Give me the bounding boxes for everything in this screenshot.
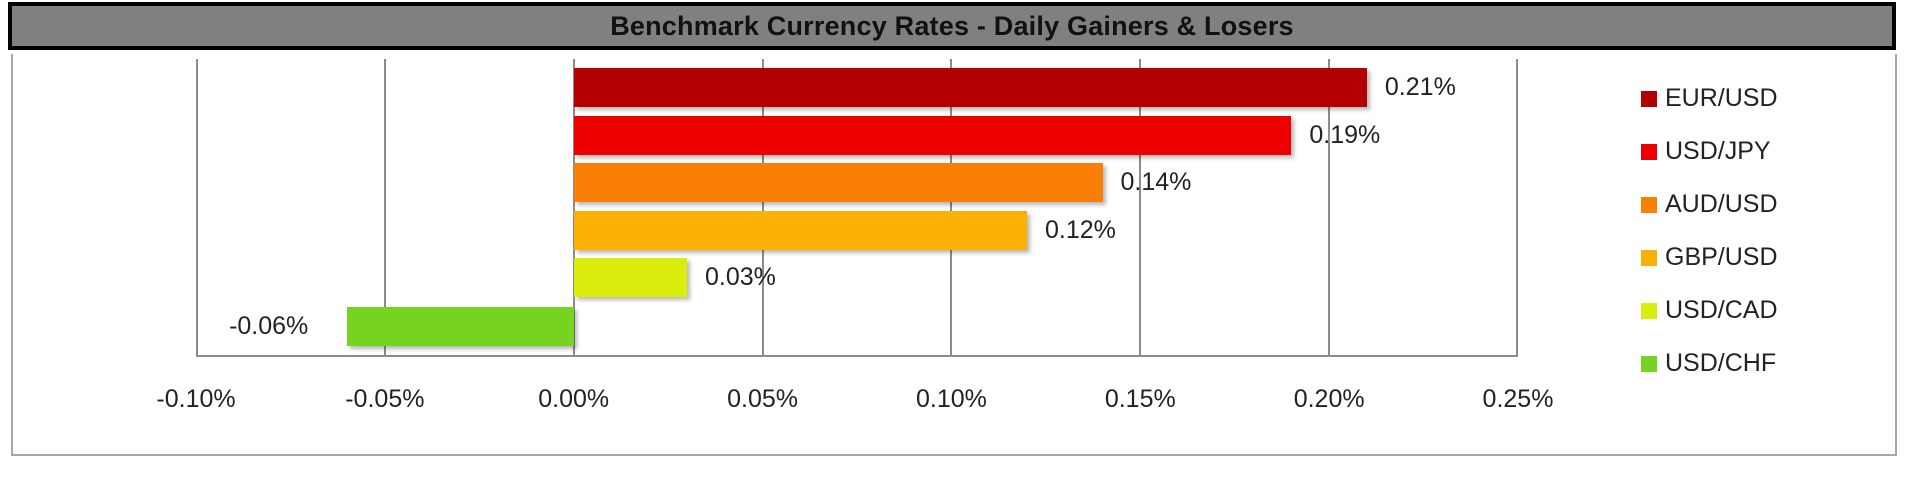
chart-title: Benchmark Currency Rates - Daily Gainers… — [610, 10, 1294, 41]
x-tick-label: 0.00% — [538, 385, 610, 413]
legend-item-aud-usd: AUD/USD — [1641, 178, 1778, 231]
x-tick-label: -0.10% — [156, 385, 236, 413]
bar-eur-usd — [573, 68, 1367, 107]
legend-item-usd-chf: USD/CHF — [1641, 337, 1778, 390]
legend-swatch — [1641, 302, 1657, 319]
bar-value-label: 0.03% — [705, 263, 776, 291]
legend-item-gbp-usd: GBP/USD — [1641, 231, 1778, 284]
x-tick-label: 0.10% — [915, 385, 987, 413]
legend-swatch — [1641, 355, 1657, 372]
legend-swatch — [1641, 90, 1657, 107]
x-tick-label: 0.15% — [1104, 385, 1176, 413]
gridline — [1328, 59, 1331, 357]
legend-swatch — [1641, 249, 1657, 266]
gridline — [950, 59, 953, 357]
x-tick-label: 0.05% — [727, 385, 799, 413]
legend-swatch — [1641, 143, 1657, 160]
gridline — [572, 59, 575, 357]
legend-label: USD/JPY — [1665, 137, 1771, 165]
x-tick-label: -0.05% — [345, 385, 425, 413]
bar-usd-jpy — [573, 116, 1292, 155]
gridline — [761, 59, 764, 357]
bar-value-label: -0.06% — [229, 312, 309, 340]
legend-label: EUR/USD — [1665, 84, 1778, 112]
legend-label: GBP/USD — [1665, 243, 1778, 271]
legend-label: USD/CAD — [1665, 296, 1778, 324]
legend-label: AUD/USD — [1665, 190, 1778, 218]
bar-value-label: 0.12% — [1044, 216, 1116, 244]
legend: EUR/USD USD/JPY AUD/USD GBP/USD USD/CAD … — [1641, 72, 1778, 390]
bar-usd-chf — [347, 307, 574, 346]
bar-usd-cad — [573, 258, 688, 297]
bar-value-label: 0.21% — [1384, 73, 1456, 101]
plot-area — [196, 59, 1518, 357]
gridline — [1139, 59, 1142, 357]
legend-label: USD/CHF — [1665, 349, 1777, 377]
bar-value-label: 0.14% — [1120, 168, 1192, 196]
legend-swatch — [1641, 196, 1657, 213]
x-tick-label: 0.20% — [1293, 385, 1365, 413]
bar-aud-usd — [573, 163, 1103, 202]
chart-title-bar: Benchmark Currency Rates - Daily Gainers… — [8, 2, 1896, 50]
bar-value-label: 0.19% — [1309, 121, 1381, 149]
legend-item-usd-cad: USD/CAD — [1641, 284, 1778, 337]
bar-gbp-usd — [573, 211, 1027, 250]
legend-item-eur-usd: EUR/USD — [1641, 72, 1778, 125]
legend-item-usd-jpy: USD/JPY — [1641, 125, 1778, 178]
gridline — [383, 59, 386, 357]
x-tick-label: 0.25% — [1482, 385, 1554, 413]
